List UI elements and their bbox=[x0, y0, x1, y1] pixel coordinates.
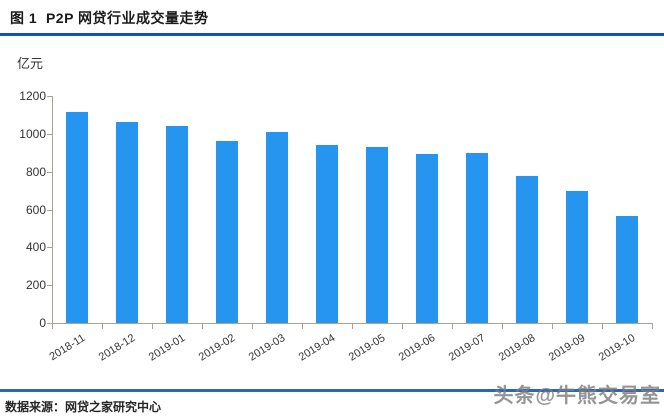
x-axis-tick bbox=[402, 324, 403, 329]
y-axis-tick bbox=[47, 247, 52, 249]
header-divider-line bbox=[0, 33, 664, 36]
x-axis-line bbox=[52, 323, 653, 324]
bar-2019-03 bbox=[266, 132, 288, 323]
y-axis-tick-label: 200 bbox=[25, 278, 46, 293]
bar-2019-02 bbox=[216, 141, 238, 323]
bar-2018-12 bbox=[116, 122, 138, 323]
bar-2019-06 bbox=[416, 153, 438, 323]
x-axis-tick bbox=[52, 324, 53, 329]
y-axis-tick bbox=[47, 96, 52, 97]
bar-2019-05 bbox=[366, 146, 388, 323]
x-axis-tick bbox=[452, 324, 453, 329]
x-axis-tick bbox=[352, 324, 353, 329]
figure-title: 图 1 P2P 网贷行业成交量走势 bbox=[10, 10, 209, 26]
footer-divider-line bbox=[0, 389, 664, 392]
y-axis-tick bbox=[47, 171, 52, 173]
x-axis-tick bbox=[552, 324, 553, 329]
bar-2019-10 bbox=[616, 215, 638, 323]
x-axis-tick bbox=[252, 324, 253, 329]
y-axis-unit-label: 亿元 bbox=[17, 56, 44, 71]
watermark-text: 头条@牛熊交易室 bbox=[493, 385, 661, 407]
y-axis-tick-label: 0 bbox=[39, 316, 46, 330]
y-axis-line bbox=[52, 96, 53, 324]
data-source-note: 数据来源：网贷之家研究中心 bbox=[5, 400, 162, 414]
bar-2019-09 bbox=[566, 190, 588, 323]
bar-2019-07 bbox=[466, 152, 488, 323]
bar-2019-08 bbox=[516, 175, 538, 323]
y-axis-tick bbox=[47, 285, 52, 287]
y-axis-tick bbox=[47, 133, 52, 135]
x-axis-tick bbox=[502, 324, 503, 329]
bar-2019-04 bbox=[316, 145, 338, 323]
x-axis-tick bbox=[302, 324, 303, 329]
bar-2019-01 bbox=[166, 126, 188, 323]
y-axis-tick bbox=[47, 323, 52, 324]
y-axis-tick-label: 600 bbox=[25, 202, 46, 217]
y-axis-tick-label: 1000 bbox=[19, 126, 46, 141]
bar-2018-11 bbox=[66, 112, 88, 323]
x-axis-tick bbox=[652, 324, 653, 329]
y-axis-tick-label: 800 bbox=[25, 164, 46, 179]
x-axis-tick bbox=[602, 324, 603, 329]
y-axis-tick-label: 1200 bbox=[19, 89, 46, 103]
x-axis-tick bbox=[102, 324, 103, 329]
x-axis-tick bbox=[202, 324, 203, 329]
y-axis-tick bbox=[47, 209, 52, 211]
x-axis-tick bbox=[152, 324, 153, 329]
y-axis-tick-label: 400 bbox=[25, 240, 46, 255]
